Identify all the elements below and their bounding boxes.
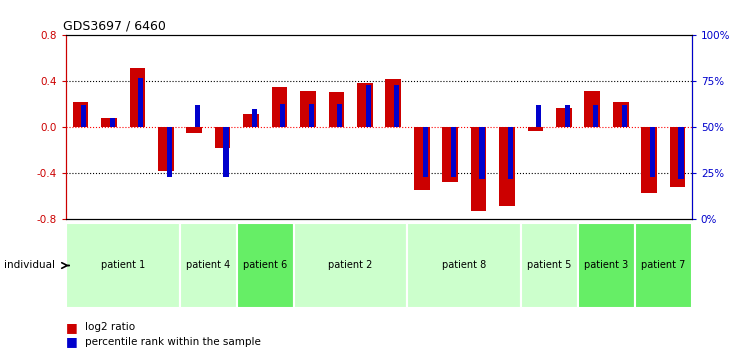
Bar: [593, 105, 598, 127]
Bar: [394, 85, 399, 127]
Bar: [366, 85, 371, 127]
Text: GSM280132: GSM280132: [76, 227, 85, 273]
Bar: [578, 223, 635, 308]
Bar: [180, 223, 237, 308]
Text: GSM280145: GSM280145: [445, 227, 455, 273]
Text: GDS3697 / 6460: GDS3697 / 6460: [63, 20, 166, 33]
Bar: [328, 92, 344, 127]
Text: GSM280146: GSM280146: [531, 227, 540, 273]
Text: GSM280148: GSM280148: [474, 227, 483, 273]
Bar: [499, 127, 514, 206]
Bar: [66, 223, 180, 308]
Bar: [280, 103, 286, 127]
Bar: [386, 79, 401, 127]
Bar: [252, 109, 257, 127]
Text: GSM280141: GSM280141: [332, 227, 341, 273]
Bar: [337, 103, 342, 127]
Bar: [224, 127, 229, 177]
Text: GSM280135: GSM280135: [161, 227, 170, 273]
Text: GSM280136: GSM280136: [190, 227, 199, 273]
Bar: [622, 105, 627, 127]
Bar: [130, 68, 145, 127]
Text: GSM280151: GSM280151: [616, 227, 626, 273]
Bar: [237, 223, 294, 308]
Bar: [528, 127, 543, 131]
Bar: [186, 127, 202, 133]
Bar: [138, 78, 144, 127]
Text: GSM280134: GSM280134: [132, 227, 142, 273]
Text: patient 4: patient 4: [186, 261, 230, 270]
Bar: [101, 118, 117, 127]
Text: GSM280144: GSM280144: [417, 227, 426, 273]
Text: GSM280138: GSM280138: [247, 227, 255, 273]
Bar: [215, 127, 230, 148]
Bar: [521, 223, 578, 308]
Text: GSM280149: GSM280149: [503, 227, 512, 273]
Text: GSM280140: GSM280140: [303, 227, 313, 273]
Text: GSM280133: GSM280133: [105, 227, 113, 273]
Text: patient 1: patient 1: [101, 261, 145, 270]
Bar: [451, 127, 456, 177]
Text: GSM280137: GSM280137: [218, 227, 227, 273]
Bar: [565, 105, 570, 127]
Text: individual: individual: [4, 261, 54, 270]
Text: log2 ratio: log2 ratio: [85, 322, 135, 332]
Bar: [650, 127, 655, 177]
Bar: [479, 127, 484, 179]
Bar: [73, 102, 88, 127]
Text: patient 3: patient 3: [584, 261, 629, 270]
Text: patient 7: patient 7: [641, 261, 686, 270]
Bar: [244, 114, 259, 127]
Text: patient 8: patient 8: [442, 261, 486, 270]
Text: percentile rank within the sample: percentile rank within the sample: [85, 337, 261, 347]
Bar: [309, 103, 314, 127]
Bar: [679, 127, 684, 179]
Text: patient 2: patient 2: [328, 261, 373, 270]
Bar: [556, 108, 572, 127]
Bar: [670, 127, 685, 187]
Bar: [508, 127, 513, 179]
Bar: [537, 105, 542, 127]
Bar: [158, 127, 174, 171]
Text: patient 6: patient 6: [243, 261, 288, 270]
Text: patient 5: patient 5: [528, 261, 572, 270]
Bar: [641, 127, 657, 193]
Bar: [294, 223, 408, 308]
Text: GSM280143: GSM280143: [389, 227, 397, 273]
Bar: [166, 127, 171, 177]
Text: GSM280147: GSM280147: [559, 227, 568, 273]
Bar: [300, 91, 316, 127]
Bar: [110, 118, 115, 127]
Text: GSM280152: GSM280152: [645, 227, 654, 273]
Bar: [422, 127, 428, 177]
Bar: [442, 127, 458, 182]
Bar: [584, 91, 600, 127]
Bar: [408, 223, 521, 308]
Bar: [195, 105, 200, 127]
Bar: [81, 105, 86, 127]
Bar: [414, 127, 430, 190]
Text: GSM280153: GSM280153: [673, 227, 682, 273]
Text: GSM280139: GSM280139: [275, 227, 284, 273]
Text: ■: ■: [66, 335, 78, 348]
Bar: [272, 87, 287, 127]
Bar: [471, 127, 486, 211]
Bar: [613, 102, 629, 127]
Text: GSM280150: GSM280150: [588, 227, 597, 273]
Text: ■: ■: [66, 321, 78, 334]
Bar: [357, 82, 372, 127]
Text: GSM280142: GSM280142: [361, 227, 369, 273]
Bar: [635, 223, 692, 308]
